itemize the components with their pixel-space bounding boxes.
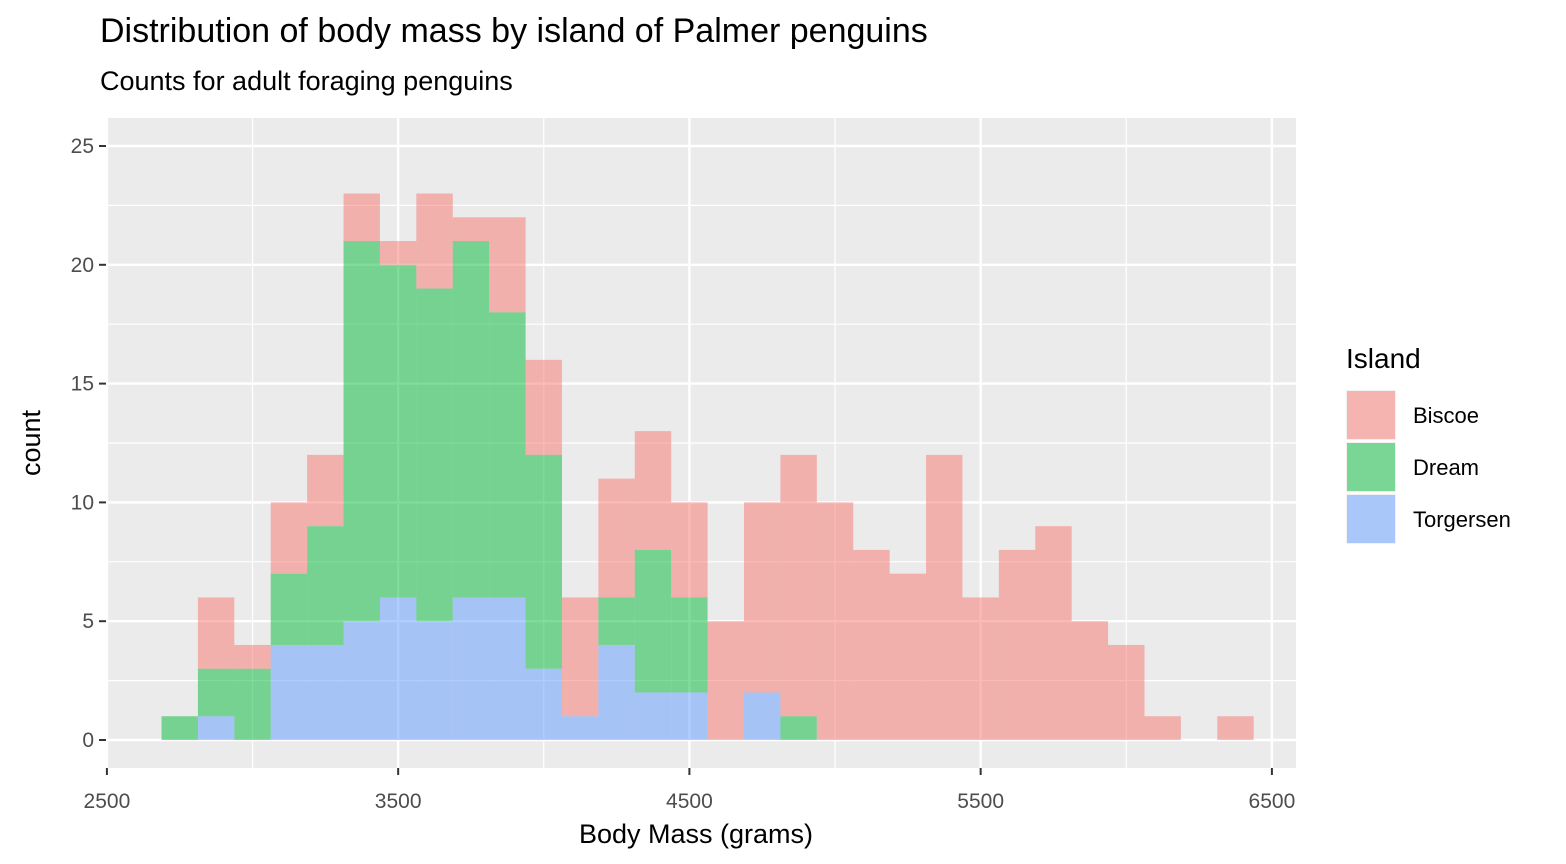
bar-biscoe (707, 621, 745, 740)
bar-torgersen (525, 668, 562, 740)
bar-torgersen (598, 644, 635, 740)
bar-torgersen (379, 597, 417, 740)
bar-dream (671, 597, 708, 693)
bar-dream (525, 454, 562, 669)
y-tick-label: 15 (71, 373, 94, 396)
bar-dream (452, 241, 490, 598)
bar-biscoe (998, 549, 1036, 740)
bar-torgersen (744, 692, 781, 740)
chart-subtitle: Counts for adult foraging penguins (100, 66, 513, 96)
bar-biscoe (853, 549, 890, 740)
bar-biscoe (1144, 716, 1181, 740)
bars (161, 193, 1254, 740)
y-axis-title: count (16, 409, 46, 476)
bar-biscoe (598, 478, 635, 598)
bar-dream (307, 526, 344, 645)
bar-torgersen (307, 644, 344, 740)
bar-biscoe (452, 217, 490, 242)
x-tick-label: 6500 (1249, 790, 1296, 813)
bar-dream (234, 668, 271, 740)
bar-biscoe (416, 193, 453, 289)
legend-key-torgersen (1347, 495, 1395, 543)
bar-dream (161, 716, 198, 740)
legend-title: Island (1346, 343, 1421, 374)
x-axis-title: Body Mass (grams) (579, 819, 813, 849)
bar-torgersen (197, 716, 235, 740)
bar-biscoe (1035, 526, 1072, 740)
bar-biscoe (1108, 644, 1145, 740)
bar-torgersen (270, 644, 308, 740)
legend-key-biscoe (1347, 391, 1395, 439)
bar-biscoe (379, 241, 417, 265)
bar-biscoe (197, 597, 235, 669)
y-tick-label: 10 (71, 491, 94, 514)
y-tick-label: 5 (82, 610, 94, 633)
y-tick-label: 20 (71, 254, 94, 277)
bar-dream (634, 549, 672, 693)
bar-biscoe (343, 193, 380, 242)
chart-title: Distribution of body mass by island of P… (100, 12, 928, 50)
bar-dream (489, 312, 526, 598)
y-axis: 0 5 10 15 20 25 (71, 135, 106, 752)
legend-label-dream: Dream (1413, 455, 1479, 480)
x-tick-label: 4500 (666, 790, 713, 813)
x-tick-label: 3500 (375, 790, 422, 813)
bar-biscoe (270, 502, 308, 574)
bar-biscoe (1217, 716, 1254, 740)
legend-label-biscoe: Biscoe (1413, 403, 1479, 428)
y-tick-label: 0 (82, 729, 94, 752)
bar-torgersen (343, 621, 380, 740)
bar-torgersen (561, 716, 599, 740)
bar-biscoe (962, 597, 999, 740)
bar-torgersen (416, 621, 453, 740)
bar-biscoe (889, 573, 927, 740)
bar-biscoe (307, 454, 344, 527)
y-tick-label: 25 (71, 135, 94, 158)
bar-biscoe (525, 359, 562, 455)
bar-biscoe (489, 217, 526, 313)
legend: Biscoe Dream Torgersen (1346, 390, 1511, 544)
bar-torgersen (634, 692, 672, 740)
bar-torgersen (671, 692, 708, 740)
bar-biscoe (816, 502, 854, 740)
bar-dream (598, 597, 635, 645)
x-tick-label: 5500 (957, 790, 1004, 813)
legend-key-dream (1347, 443, 1395, 491)
bar-biscoe (744, 502, 781, 693)
legend-label-torgersen: Torgersen (1413, 507, 1511, 532)
bar-torgersen (489, 597, 526, 740)
bar-dream (780, 716, 817, 740)
bar-biscoe (1071, 621, 1109, 740)
bar-dream (197, 668, 235, 717)
bar-dream (379, 264, 417, 598)
bar-dream (343, 241, 380, 622)
bar-biscoe (561, 597, 599, 717)
bar-biscoe (234, 644, 271, 669)
bar-biscoe (634, 431, 672, 550)
bar-dream (416, 288, 453, 622)
x-axis: 2500 3500 4500 5500 6500 (84, 768, 1296, 813)
bar-biscoe (926, 454, 963, 740)
bar-biscoe (780, 454, 817, 717)
bar-dream (270, 573, 308, 645)
bar-torgersen (452, 597, 490, 740)
x-tick-label: 2500 (84, 790, 131, 813)
bar-biscoe (671, 502, 708, 598)
